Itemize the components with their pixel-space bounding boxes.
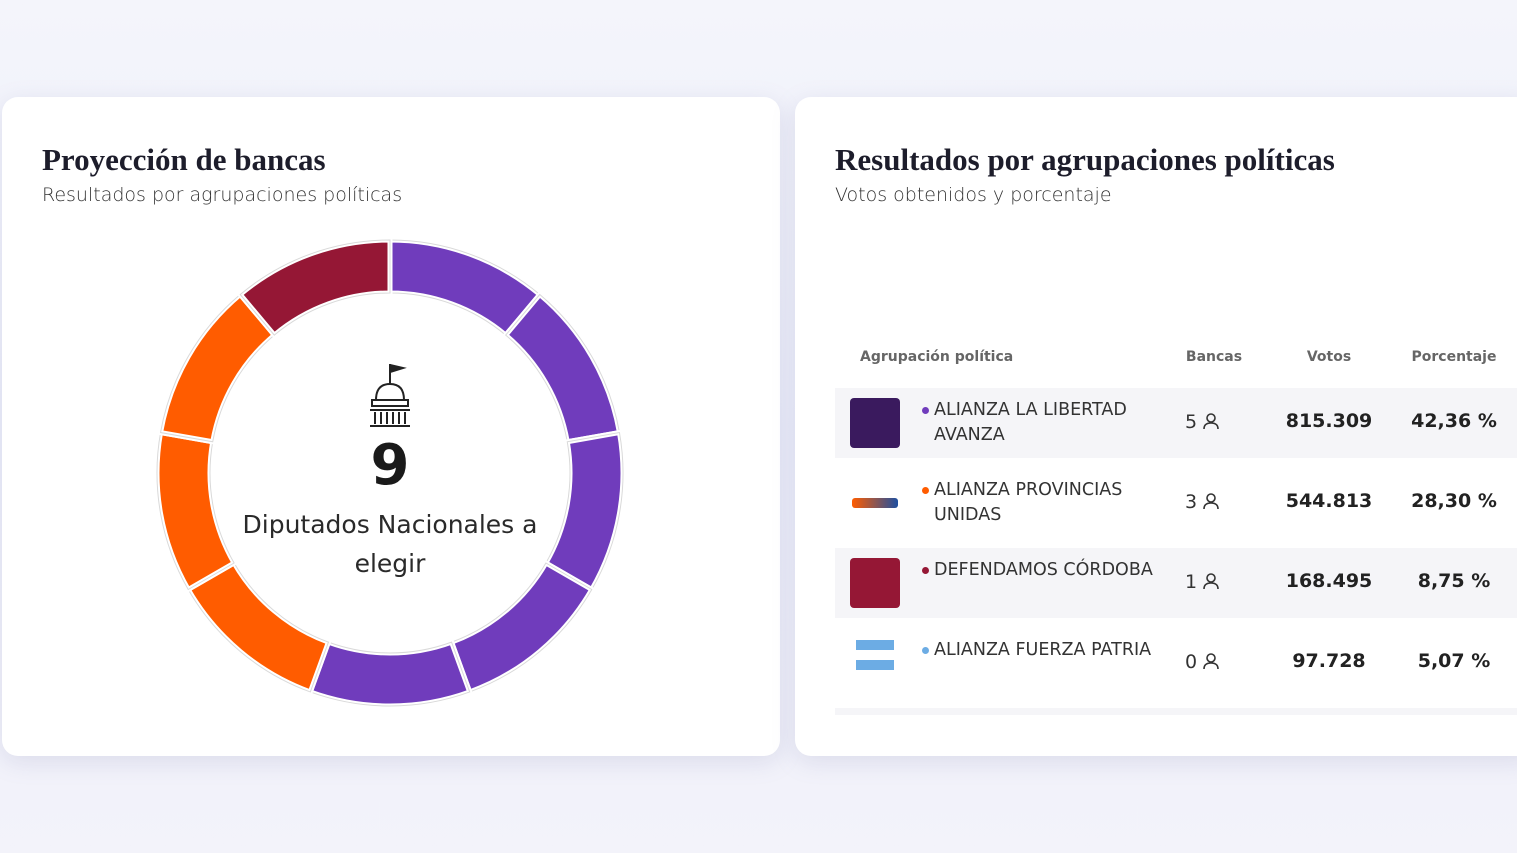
percentage: 8,75 % [1417,570,1491,592]
party-dot [922,567,929,574]
donut-segment [307,638,473,709]
total-label: Diputados Nacionales a elegir [242,510,538,578]
party-dot [922,647,929,654]
party-logo [850,638,900,688]
donut-segment [542,429,626,593]
column-header: Votos [1306,349,1352,365]
party-name: ALIANZA LA LIBERTAD AVANZA [934,400,1127,445]
table-row: PARTIDO LIBERTARIO092.4424,80 % [835,708,1517,715]
votes: 544.813 [1285,490,1373,512]
votes: 815.309 [1285,410,1373,432]
person-icon [1203,413,1219,430]
party-logo [850,558,900,608]
segment-outline [239,239,391,336]
seats-value: 0 [1185,651,1198,673]
card-title: Proyección de bancas [42,142,326,177]
person-icon [1203,493,1219,510]
party-name: ALIANZA PROVINCIAS UNIDAS [934,480,1123,525]
card-title: Resultados por agrupaciones políticas [835,142,1335,177]
seats: 1 [1185,571,1220,593]
donut-segment [236,237,393,339]
card-subtitle: Resultados por agrupaciones políticas [42,184,403,206]
percentage: 42,36 % [1411,410,1497,432]
capitol-icon [370,364,410,427]
card-subtitle: Votos obtenidos y porcentaje [835,184,1112,206]
total-seats: 9 [370,433,410,498]
donut-chart [154,237,626,709]
table-row: DEFENDAMOS CÓRDOBA 1 168.495 8,75 % [835,548,1517,618]
column-header: Agrupación política [860,349,1014,365]
party-logo [850,478,900,528]
votes: 97.728 [1292,650,1366,672]
column-header: Porcentaje [1411,349,1497,365]
party-dot [922,407,929,414]
party-logo [850,398,900,448]
seats: 5 [1185,411,1220,433]
donut-segment [154,429,238,593]
results-card: Resultados por agrupaciones políticas Vo… [795,97,1517,756]
percentage: 5,07 % [1417,650,1491,672]
seats-value: 1 [1185,571,1198,593]
logo-shape [856,640,894,670]
seats: 3 [1185,491,1220,513]
person-icon [1203,573,1219,590]
seats-value: 5 [1185,411,1198,433]
logo-shape [852,498,898,508]
seats: 0 [1185,651,1220,673]
party-name: ALIANZA FUERZA PATRIA [934,640,1152,660]
results-table: Agrupación política Bancas Votos Porcent… [835,337,1517,715]
table-row: ALIANZA LA LIBERTAD AVANZA 5 815.309 42,36 … [835,388,1517,458]
column-header: Bancas [1185,349,1243,365]
party-name: DEFENDAMOS CÓRDOBA [934,560,1153,580]
party-dot [922,487,929,494]
votes: 168.495 [1285,570,1373,592]
percentage: 28,30 % [1411,490,1497,512]
person-icon [1203,653,1219,670]
seats-value: 3 [1185,491,1198,513]
table-row: ALIANZA PROVINCIAS UNIDAS 3 544.813 28,30 % [835,468,1517,538]
table-row: ALIANZA FUERZA PATRIA 0 97.728 5,07 % [835,628,1517,698]
